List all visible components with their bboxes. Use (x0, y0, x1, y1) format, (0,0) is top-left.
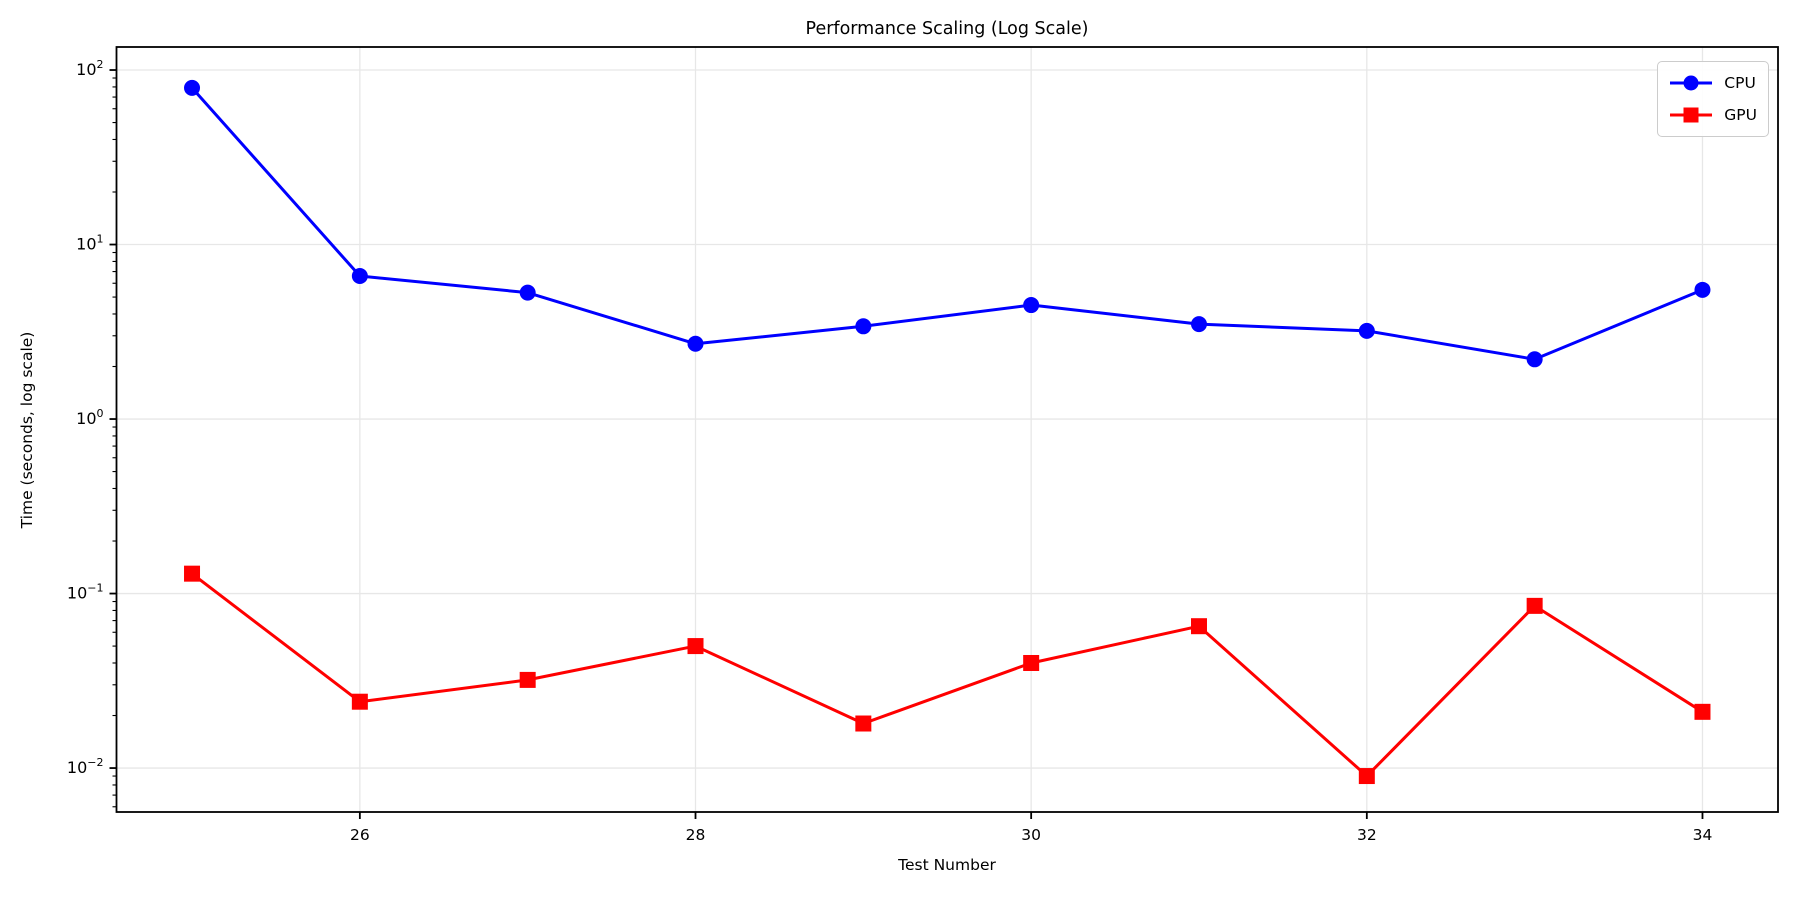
gpu-marker (1023, 654, 1040, 671)
legend-item-cpu: CPU (1668, 69, 1757, 97)
cpu-marker (1023, 297, 1040, 314)
cpu-marker (1694, 281, 1711, 298)
cpu-marker (1190, 316, 1207, 333)
gpu-marker (855, 715, 872, 732)
plot-border (115, 46, 1779, 813)
cpu-marker (519, 284, 536, 301)
cpu-legend-marker-icon (1670, 75, 1713, 91)
cpu-marker (855, 318, 872, 335)
legend-label: CPU (1724, 74, 1756, 92)
y-tick-label: 102 (76, 58, 103, 79)
y-tick-label: 10−1 (67, 582, 104, 603)
gpu-marker (1694, 703, 1711, 720)
gpu-line (190, 572, 1704, 778)
cpu-marker (184, 79, 201, 96)
chart-title: Performance Scaling (Log Scale) (805, 19, 1089, 39)
legend-label: GPU (1724, 106, 1757, 124)
cpu-marker (1526, 351, 1543, 368)
cpu-marker (351, 268, 368, 285)
legend: CPU GPU (1657, 61, 1769, 137)
y-tick-label: 100 (76, 407, 103, 428)
gpu-marker (519, 671, 536, 688)
x-axis-label: Test Number (898, 856, 996, 874)
cpu-line (190, 86, 1704, 361)
gpu-marker (1190, 618, 1207, 635)
gpu-marker (351, 693, 368, 710)
x-tick-label: 26 (350, 826, 370, 844)
x-tick-label: 32 (1357, 826, 1377, 844)
legend-item-gpu: GPU (1668, 101, 1757, 129)
gpu-legend-marker-icon (1670, 107, 1713, 123)
gpu-marker (184, 565, 201, 582)
y-tick-label: 10−2 (67, 756, 104, 777)
gpu-marker (687, 638, 704, 655)
y-tick-label: 101 (76, 233, 103, 254)
gpu-marker (1358, 768, 1375, 785)
x-tick-label: 30 (1021, 826, 1041, 844)
y-axis-label: Time (seconds, log scale) (18, 331, 36, 529)
cpu-marker (1358, 322, 1375, 339)
gpu-marker (1526, 597, 1543, 614)
cpu-marker (687, 335, 704, 352)
x-tick-label: 34 (1693, 826, 1713, 844)
x-tick-label: 28 (686, 826, 706, 844)
